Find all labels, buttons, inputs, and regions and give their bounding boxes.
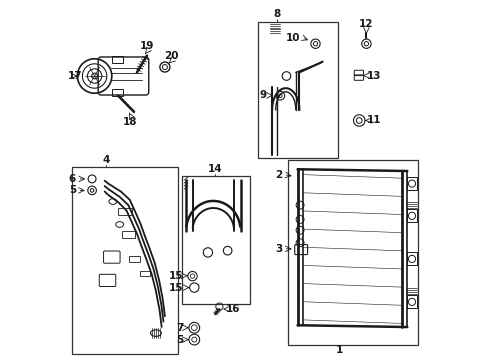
Text: 8: 8 [273,9,281,19]
Text: 7: 7 [176,323,183,333]
Text: 11: 11 [366,116,380,126]
Bar [407,296,416,309]
Text: 3: 3 [274,244,282,254]
Bar [257,22,337,158]
Text: 2: 2 [274,170,282,180]
Text: 15: 15 [169,271,183,281]
Text: 15: 15 [169,283,183,293]
Bar [140,271,149,276]
Bar [182,176,249,304]
Text: 18: 18 [123,117,138,126]
Bar [118,208,132,215]
Text: 1: 1 [335,345,343,355]
Bar [72,167,178,354]
Text: 20: 20 [163,51,178,60]
Bar [407,252,416,265]
Text: 16: 16 [225,304,240,314]
Text: 14: 14 [207,163,222,174]
Bar [407,210,416,222]
Bar [122,231,135,238]
Bar [112,56,122,63]
Bar [129,256,140,262]
Text: 13: 13 [366,71,380,81]
Bar [407,177,416,190]
Text: 17: 17 [67,71,82,81]
Bar [112,89,122,96]
Text: 9: 9 [259,90,266,100]
Text: 10: 10 [285,33,300,42]
Text: 12: 12 [359,19,373,30]
Bar [287,160,418,345]
Text: 4: 4 [102,154,109,165]
Text: 5: 5 [68,185,76,195]
Text: 19: 19 [140,41,154,51]
Text: 5: 5 [176,334,183,345]
Text: 6: 6 [68,174,76,184]
